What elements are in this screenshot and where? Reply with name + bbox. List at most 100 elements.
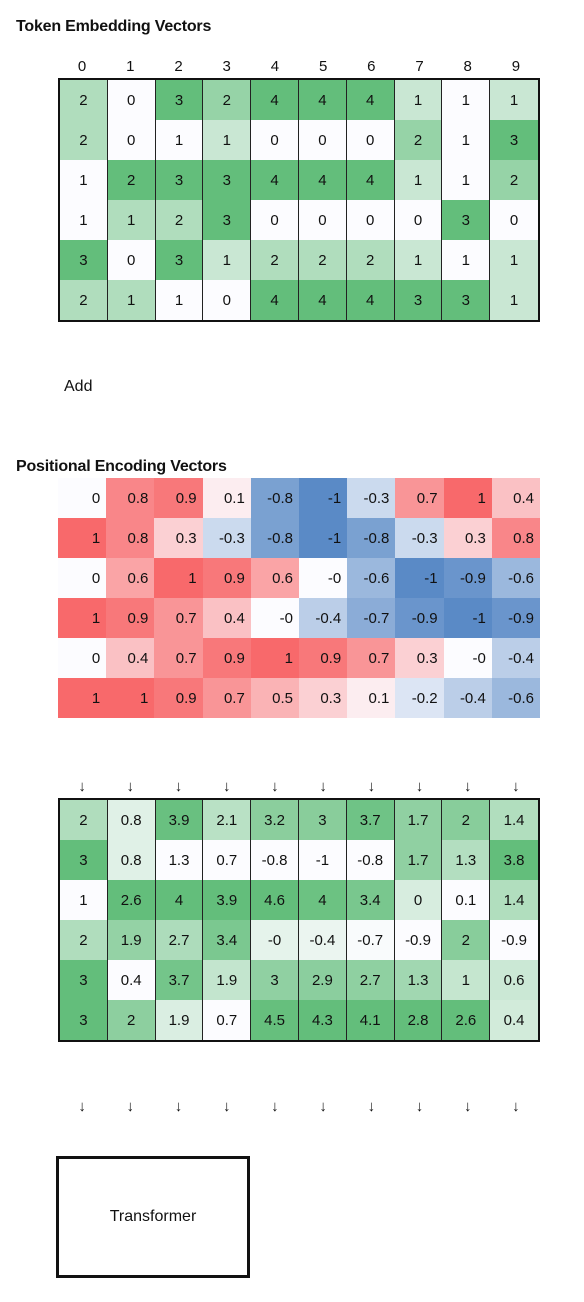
token-embedding-cell: 0 bbox=[346, 200, 395, 240]
token-embedding-cell: 2 bbox=[203, 80, 252, 120]
sum-vectors-cell: 1.7 bbox=[394, 840, 443, 880]
token-embedding-cell: 1 bbox=[107, 280, 156, 320]
token-embedding-cell: 1 bbox=[107, 200, 156, 240]
sum-vectors-cell: 2.7 bbox=[155, 920, 204, 960]
token-embedding-cell: 3 bbox=[155, 240, 204, 280]
sum-vectors-cell: -0.9 bbox=[394, 920, 443, 960]
sum-vectors-cell: 2.6 bbox=[107, 880, 156, 920]
positional-encoding-cell: 0.7 bbox=[154, 638, 203, 678]
token-embedding-cell: 4 bbox=[298, 280, 347, 320]
sum-vectors-cell: 2.6 bbox=[442, 1000, 491, 1040]
sum-vectors-cell: -0.8 bbox=[251, 840, 299, 880]
sum-vectors-cell: 4 bbox=[298, 880, 347, 920]
positional-encoding-cell: 1 bbox=[58, 598, 107, 638]
token-embedding-cell: 4 bbox=[298, 160, 347, 200]
positional-encoding-cell: -0.9 bbox=[443, 558, 492, 598]
token-embedding-cell: 0 bbox=[298, 200, 347, 240]
down-arrow-icon: ↓ bbox=[319, 778, 327, 795]
sum-vectors-cell: 2.9 bbox=[298, 960, 347, 1000]
sum-vectors-cell: 2.1 bbox=[203, 800, 252, 840]
token-embedding-cell: 3 bbox=[394, 280, 443, 320]
sum-vectors-cell: 1.3 bbox=[442, 840, 491, 880]
token-embedding-cell: 0 bbox=[490, 200, 538, 240]
sum-vectors-cell: 0.4 bbox=[490, 1000, 538, 1040]
column-index-label: 9 bbox=[511, 58, 521, 75]
sum-vectors-cell: 0.1 bbox=[442, 880, 491, 920]
token-embedding-cell: 1 bbox=[442, 160, 491, 200]
token-embedding-cell: 4 bbox=[251, 280, 299, 320]
token-embedding-cell: 2 bbox=[394, 120, 443, 160]
positional-encoding-cell: 0.1 bbox=[202, 478, 251, 518]
down-arrow-icon: ↓ bbox=[271, 778, 279, 795]
sum-vectors-cell: -0.7 bbox=[346, 920, 395, 960]
sum-vectors-cell: 0 bbox=[394, 880, 443, 920]
positional-encoding-cell: 1 bbox=[58, 518, 107, 558]
transformer-box: Transformer bbox=[56, 1156, 250, 1278]
positional-encoding-cell: 0.9 bbox=[202, 558, 251, 598]
positional-encoding-cell: -0.6 bbox=[491, 678, 540, 718]
sum-vectors-cell: 0.8 bbox=[107, 840, 156, 880]
sum-vectors-cell: 4.3 bbox=[298, 1000, 347, 1040]
sum-vectors-cell: 1.9 bbox=[203, 960, 252, 1000]
token-embedding-cell: 4 bbox=[251, 160, 299, 200]
positional-encoding-cell: 0 bbox=[58, 638, 107, 678]
token-embedding-cell: 2 bbox=[490, 160, 538, 200]
sum-vectors-cell: 0.4 bbox=[107, 960, 156, 1000]
sum-vectors-cell: 1 bbox=[442, 960, 491, 1000]
token-embedding-cell: 3 bbox=[203, 200, 252, 240]
column-index-label: 3 bbox=[222, 58, 231, 75]
token-embedding-cell: 3 bbox=[490, 120, 538, 160]
token-embedding-cell: 2 bbox=[107, 160, 156, 200]
down-arrow-icon: ↓ bbox=[415, 1098, 424, 1115]
positional-encoding-cell: -0.8 bbox=[250, 518, 299, 558]
token-embedding-cell: 3 bbox=[155, 80, 204, 120]
sum-vectors-matrix: 2 0.8 3.9 2.1 3.2 3 3.7 1.7 2 1.4 3 0.8 1.3 0.7 -0.8 -1… bbox=[58, 798, 540, 1042]
token-embedding-cell: 1 bbox=[155, 280, 204, 320]
token-embedding-cell: 1 bbox=[60, 200, 108, 240]
sum-vectors-cell: 3.2 bbox=[251, 800, 299, 840]
positional-encoding-cell: -0.6 bbox=[347, 558, 396, 598]
down-arrow-icon: ↓ bbox=[126, 1098, 135, 1115]
positional-encoding-cell: -0.9 bbox=[395, 598, 444, 638]
positional-encoding-cell: -0 bbox=[443, 638, 492, 678]
positional-encoding-cell: 0.9 bbox=[106, 598, 155, 638]
arrow-row-bottom: ↓ ↓ ↓ ↓ ↓ ↓ ↓ ↓ ↓ ↓ bbox=[58, 1098, 540, 1115]
sum-vectors-cell: 1.4 bbox=[490, 800, 538, 840]
positional-encoding-cell: -0.3 bbox=[347, 478, 396, 518]
sum-vectors-cell: 3.4 bbox=[346, 880, 395, 920]
positional-encoding-cell: 1 bbox=[58, 678, 107, 718]
positional-encoding-cell: 0.3 bbox=[299, 678, 348, 718]
sum-vectors-cell: 3 bbox=[251, 960, 299, 1000]
token-embedding-cell: 3 bbox=[442, 200, 491, 240]
positional-encoding-cell: 0.6 bbox=[106, 558, 155, 598]
positional-encoding-cell: 0.3 bbox=[154, 518, 203, 558]
sum-vectors-cell: 2.8 bbox=[394, 1000, 443, 1040]
positional-encoding-cell: 0.3 bbox=[395, 638, 444, 678]
positional-encoding-cell: -0.3 bbox=[395, 518, 444, 558]
token-embedding-cell: 0 bbox=[203, 280, 252, 320]
positional-encoding-cell: 1 bbox=[154, 558, 203, 598]
token-embedding-cell: 0 bbox=[346, 120, 395, 160]
token-embedding-cell: 3 bbox=[155, 160, 204, 200]
token-embedding-cell: 4 bbox=[346, 280, 395, 320]
token-embedding-cell: 2 bbox=[60, 80, 108, 120]
token-embedding-cell: 2 bbox=[155, 200, 204, 240]
sum-vectors-cell: 1.9 bbox=[155, 1000, 204, 1040]
positional-encoding-cell: -1 bbox=[443, 598, 492, 638]
column-index-label: 5 bbox=[318, 58, 328, 75]
positional-encoding-cell: 1 bbox=[250, 638, 299, 678]
down-arrow-icon: ↓ bbox=[222, 1098, 231, 1115]
token-embedding-cell: 1 bbox=[442, 120, 491, 160]
sum-vectors-cell: 2 bbox=[60, 800, 108, 840]
sum-vectors-cell: 4 bbox=[155, 880, 204, 920]
token-embedding-cell: 0 bbox=[107, 240, 156, 280]
positional-encoding-cell: -0.3 bbox=[202, 518, 251, 558]
token-embedding-cell: 1 bbox=[394, 240, 443, 280]
sum-vectors-cell: 4.6 bbox=[251, 880, 299, 920]
sum-vectors-cell: 2 bbox=[107, 1000, 156, 1040]
down-arrow-icon: ↓ bbox=[78, 778, 86, 795]
positional-encoding-cell: 0.4 bbox=[491, 478, 540, 518]
sum-vectors-cell: 0.6 bbox=[490, 960, 538, 1000]
down-arrow-icon: ↓ bbox=[367, 778, 376, 795]
